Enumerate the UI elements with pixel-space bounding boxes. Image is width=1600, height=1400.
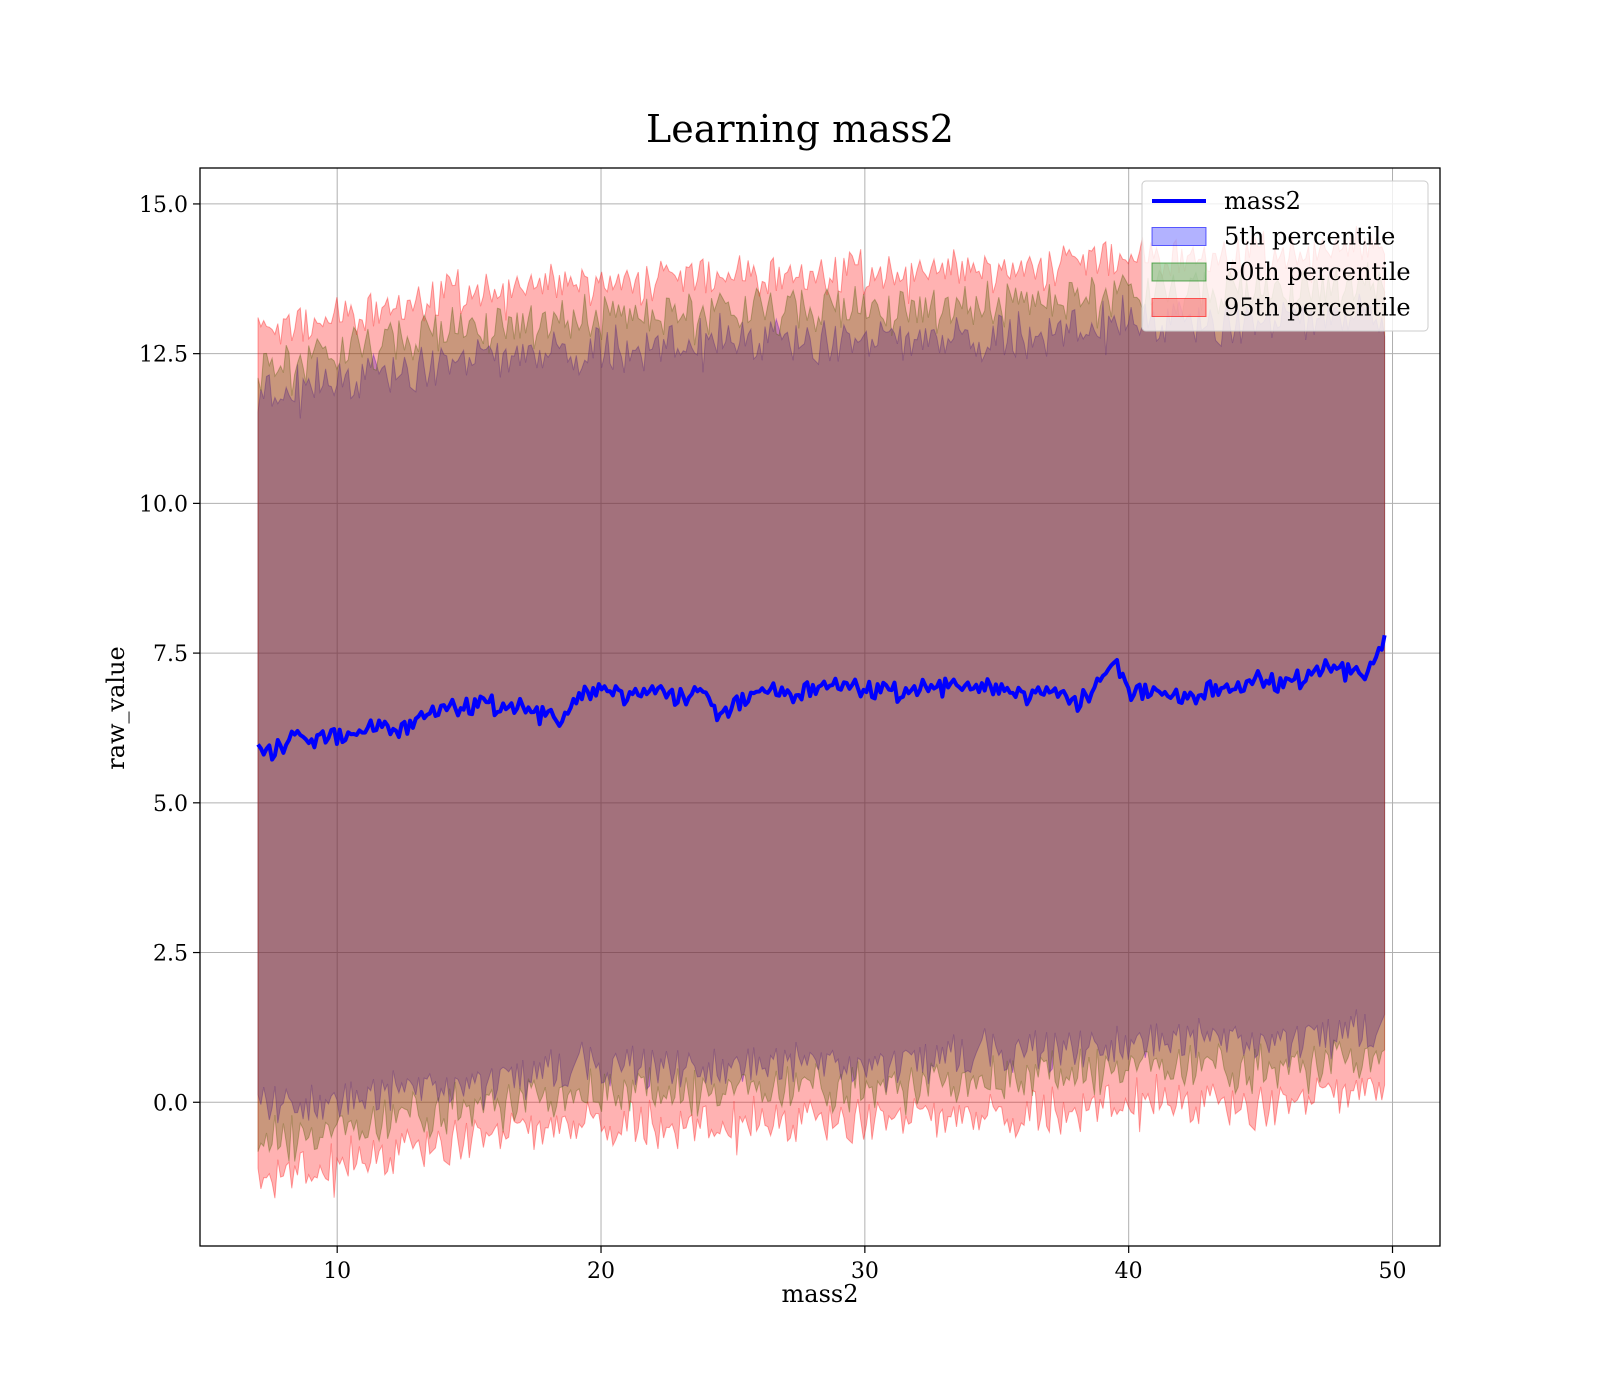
- legend-swatch-50th-percentile: [1151, 262, 1207, 282]
- band-50th-percentile: [257, 262, 1386, 1162]
- x-tick-label: 40: [1115, 1259, 1143, 1284]
- legend-swatch-95th-percentile: [1151, 298, 1207, 317]
- series-line: [256, 634, 1387, 762]
- legend-label-5th-percentile: 5th percentile: [1224, 223, 1395, 251]
- legend-swatch-5th-percentile: [1151, 227, 1207, 246]
- legend-label-50th-percentile: 50th percentile: [1224, 258, 1411, 286]
- y-tick-label: 0.0: [153, 1091, 188, 1116]
- band-95th-percentile: [257, 225, 1386, 1199]
- x-tick-label: 50: [1379, 1259, 1407, 1284]
- legend: mass2 5th percentile 50th percentile 95th p…: [1141, 180, 1429, 332]
- y-tick-label: 7.5: [153, 642, 188, 667]
- line-mass2: [256, 634, 1387, 762]
- x-tick-label: 30: [851, 1259, 879, 1284]
- legend-box: [1141, 180, 1429, 332]
- x-tick-label: 10: [323, 1259, 351, 1284]
- y-tick-label: 5.0: [153, 792, 188, 817]
- plot-frame: [199, 167, 1441, 1247]
- x-tick-label: 20: [587, 1259, 615, 1284]
- y-tick-label: 10.0: [139, 492, 188, 517]
- chart-title: Learning mass2: [646, 107, 954, 151]
- y-tick-label: 2.5: [153, 942, 188, 967]
- y-tick-label: 12.5: [139, 343, 188, 368]
- grid: [200, 168, 1440, 1246]
- y-ticks: 0.0 2.5 5.0 7.5 10.0 12.5 15.0: [139, 193, 200, 1116]
- legend-label-95th-percentile: 95th percentile: [1224, 294, 1411, 322]
- y-axis-label: raw_value: [102, 646, 130, 770]
- y-tick-label: 15.0: [139, 193, 188, 218]
- x-ticks: 10 20 30 40 50: [323, 1246, 1407, 1284]
- x-axis-label: mass2: [782, 1280, 859, 1308]
- band-5th-percentile: [257, 293, 1386, 1124]
- legend-label-mass2: mass2: [1224, 187, 1301, 215]
- percentile-bands: [257, 225, 1386, 1199]
